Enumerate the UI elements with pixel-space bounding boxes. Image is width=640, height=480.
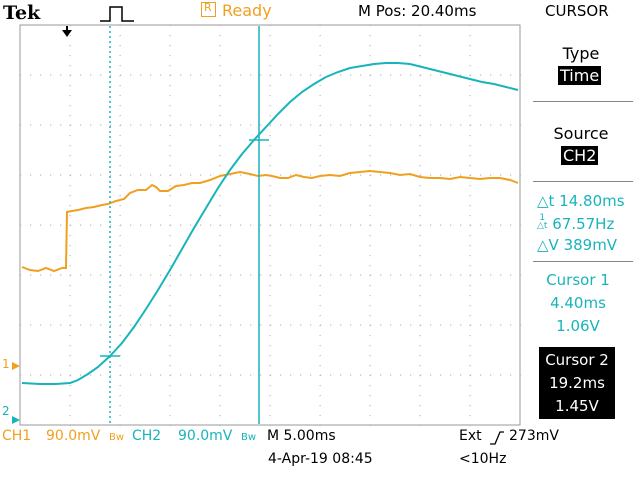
ch1-marker-label: 1: [2, 357, 10, 371]
trigger-position-marker: [62, 30, 72, 37]
brand-logo: Tek: [3, 2, 41, 24]
cursor-2-label: Cursor 2: [545, 351, 609, 369]
delta-v-readout: △V 389mV: [537, 236, 618, 254]
run-state-icon: [201, 1, 216, 17]
cursor-2-panel[interactable]: [539, 347, 615, 419]
menu-title: CURSOR: [545, 2, 609, 20]
ch2-ground-marker: [12, 416, 20, 424]
acquisition-status: Ready: [201, 1, 272, 20]
ch2-scale: 90.0mV: [178, 428, 233, 444]
type-button[interactable]: Time: [558, 66, 602, 85]
ch2-waveform: [21, 62, 519, 385]
cursor-1-value: 1.06V: [556, 317, 600, 335]
ch1-label: CH1: [2, 428, 32, 444]
ch1-bw-limit: Bw: [109, 432, 125, 443]
inv-delta-t-value: 67.57Hz: [552, 215, 615, 233]
ch1-scale: 90.0mV: [46, 428, 101, 444]
cursor-1-time: 4.40ms: [550, 294, 606, 312]
ch1-ground-marker: [12, 362, 20, 370]
inv-delta-t-readout: 1 △t 67.57Hz: [537, 213, 615, 234]
type-label: Type: [562, 44, 600, 63]
ch2-label: CH2: [132, 428, 162, 444]
menu-divider: [533, 181, 633, 182]
type-value: Time: [558, 66, 602, 85]
timebase: M 5.00ms: [267, 428, 336, 444]
source-button[interactable]: CH2: [561, 146, 599, 165]
one-over-delta-t-icon: 1 △t: [537, 213, 548, 231]
status-label: Ready: [222, 1, 272, 20]
delta-t-readout: △t 14.80ms: [537, 192, 625, 210]
ch2-marker-label: 2: [2, 404, 10, 418]
rising-edge-icon: [490, 431, 504, 445]
trigger-frequency: <10Hz: [459, 451, 507, 467]
ch2-bw-limit: Bw: [241, 432, 257, 443]
ch1-waveform: [21, 169, 519, 273]
source-label: Source: [553, 124, 609, 143]
cursor-2-value: 1.45V: [555, 397, 599, 415]
trigger-pulse-icon: [100, 6, 134, 22]
menu-divider: [533, 101, 633, 102]
trigger-source: Ext: [459, 428, 482, 444]
cursor-2-time: 19.2ms: [549, 374, 605, 392]
trigger-level: 273mV: [509, 428, 559, 444]
menu-divider: [533, 261, 633, 262]
horizontal-position: M Pos: 20.40ms: [358, 2, 477, 20]
date-time: 4-Apr-19 08:45: [268, 451, 373, 467]
source-value: CH2: [561, 146, 599, 165]
cursor-1-label: Cursor 1: [546, 271, 610, 289]
